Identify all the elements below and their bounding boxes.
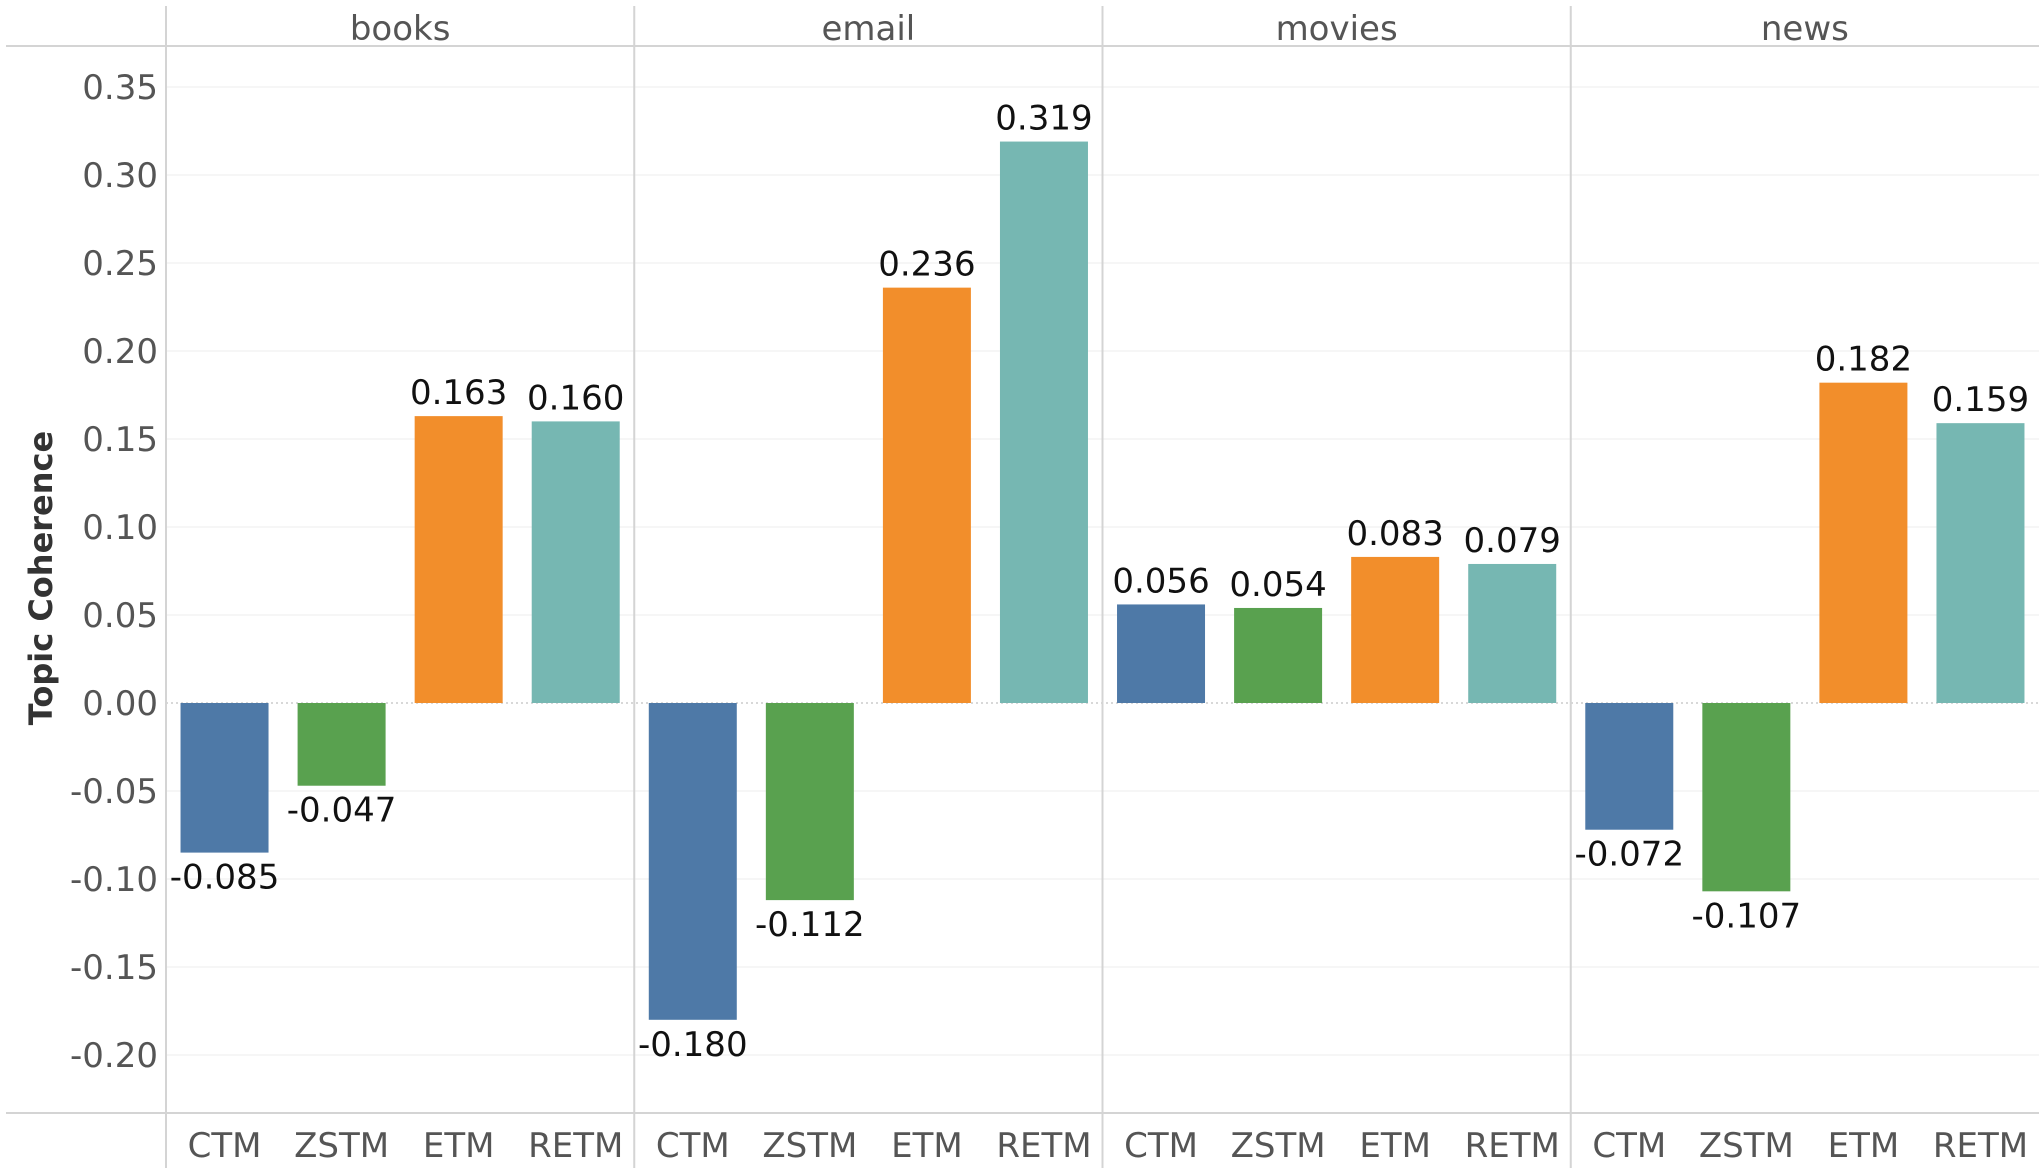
y-axis-title: Topic Coherence bbox=[22, 431, 60, 725]
x-tick-label: CTM bbox=[188, 1126, 262, 1166]
data-label: 0.159 bbox=[1932, 380, 2029, 420]
data-label: 0.056 bbox=[1112, 561, 1209, 601]
facet-header-books: books bbox=[350, 9, 451, 49]
x-tick-label: ETM bbox=[1359, 1126, 1431, 1166]
y-tick-label: 0.30 bbox=[82, 156, 158, 196]
bar-books-etm bbox=[414, 416, 503, 703]
bar-news-ctm bbox=[1585, 703, 1674, 830]
x-tick-label: RETM bbox=[1933, 1126, 2028, 1166]
x-tick-label: RETM bbox=[996, 1126, 1091, 1166]
bar-books-retm bbox=[531, 421, 620, 703]
data-label: 0.182 bbox=[1815, 340, 1912, 380]
x-tick-label: ZSTM bbox=[1699, 1126, 1794, 1166]
data-label: 0.079 bbox=[1464, 521, 1561, 561]
bar-news-zstm bbox=[1702, 703, 1791, 892]
y-tick-label: -0.20 bbox=[70, 1036, 158, 1076]
data-labels: -0.085-0.047 0.163 0.160 -0.180 -0.112 0.236 0… bbox=[170, 99, 2029, 1065]
bar-email-etm bbox=[882, 287, 971, 703]
bar-email-ctm bbox=[648, 703, 737, 1020]
data-label: 0.054 bbox=[1229, 565, 1326, 605]
y-tick-label: 0.10 bbox=[82, 508, 158, 548]
x-tick-label: ZSTM bbox=[1231, 1126, 1326, 1166]
x-tick-label: ETM bbox=[1828, 1126, 1900, 1166]
data-label: 0.163 bbox=[410, 373, 507, 413]
x-tick-label: ETM bbox=[891, 1126, 963, 1166]
bar-email-zstm bbox=[765, 703, 854, 901]
x-tick-label: ETM bbox=[423, 1126, 495, 1166]
bar-movies-ctm bbox=[1117, 604, 1206, 703]
y-tick-label: 0.15 bbox=[82, 420, 158, 460]
data-label: -0.085 bbox=[170, 858, 280, 898]
data-label: 0.236 bbox=[878, 245, 975, 285]
chart-frame bbox=[6, 6, 2039, 1168]
bar-books-zstm bbox=[297, 703, 386, 786]
data-label: 0.160 bbox=[527, 378, 624, 418]
bar-news-etm bbox=[1819, 382, 1908, 703]
facet-header-movies: movies bbox=[1276, 9, 1398, 49]
x-tick-label: RETM bbox=[1465, 1126, 1560, 1166]
facet-header-news: news bbox=[1761, 9, 1849, 49]
bar-movies-retm bbox=[1468, 563, 1557, 703]
x-tick-label: RETM bbox=[528, 1126, 623, 1166]
x-tick-label: ZSTM bbox=[294, 1126, 389, 1166]
y-tick-label: 0.00 bbox=[82, 684, 158, 724]
bars bbox=[180, 141, 2025, 1020]
y-axis: 0.35 0.30 0.25 0.20 0.15 0.10 0.05 0.00 -0.05 -0.… bbox=[70, 68, 158, 1076]
y-tick-label: 0.05 bbox=[82, 596, 158, 636]
data-label: 0.319 bbox=[995, 99, 1092, 139]
facet-header-email: email bbox=[821, 9, 915, 49]
y-tick-label: 0.25 bbox=[82, 244, 158, 284]
data-label: -0.107 bbox=[1692, 896, 1802, 936]
data-label: -0.072 bbox=[1574, 835, 1684, 875]
bar-movies-zstm bbox=[1234, 607, 1323, 703]
y-tick-label: -0.05 bbox=[70, 772, 158, 812]
bar-news-retm bbox=[1936, 423, 2025, 703]
bar-movies-etm bbox=[1351, 556, 1440, 703]
data-label: -0.112 bbox=[755, 905, 865, 945]
x-tick-label: CTM bbox=[656, 1126, 730, 1166]
bar-books-ctm bbox=[180, 703, 269, 853]
y-tick-label: -0.15 bbox=[70, 948, 158, 988]
data-label: -0.047 bbox=[287, 791, 397, 831]
x-axis: CTM ZSTM ETM RETM CTM ZSTM ETM RETM CTM ZSTM ETM RE… bbox=[188, 1126, 2028, 1166]
y-tick-label: -0.10 bbox=[70, 860, 158, 900]
bar-email-retm bbox=[999, 141, 1088, 703]
x-tick-label: CTM bbox=[1592, 1126, 1666, 1166]
data-label: 0.083 bbox=[1346, 514, 1443, 554]
y-tick-label: 0.35 bbox=[82, 68, 158, 108]
data-label: -0.180 bbox=[638, 1025, 748, 1065]
y-tick-label: 0.20 bbox=[82, 332, 158, 372]
x-tick-label: CTM bbox=[1124, 1126, 1198, 1166]
x-tick-label: ZSTM bbox=[762, 1126, 857, 1166]
facet-headers: books email movies news bbox=[350, 9, 1849, 49]
